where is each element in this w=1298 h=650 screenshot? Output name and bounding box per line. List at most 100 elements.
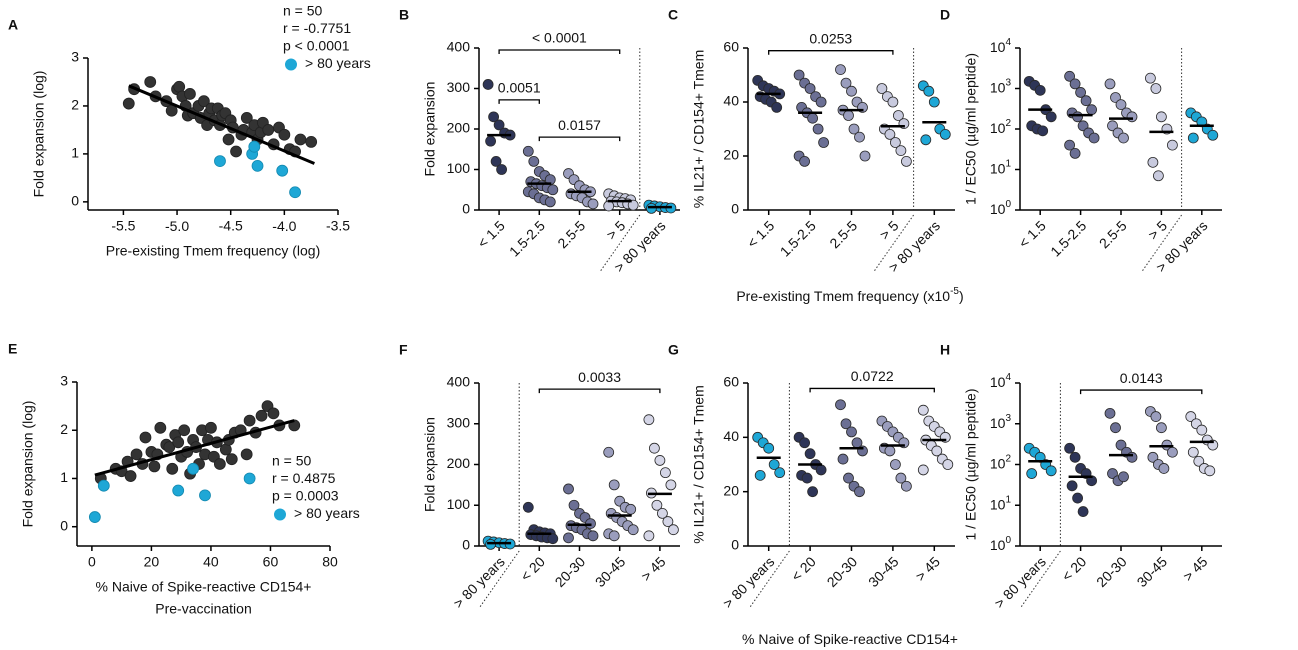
point bbox=[942, 459, 954, 470]
point bbox=[97, 479, 110, 492]
y-tick-label: 103 bbox=[990, 412, 1012, 430]
x-tick-label: 1.5-2.5 bbox=[506, 217, 548, 259]
y-tick-label: 0 bbox=[60, 517, 68, 533]
y-axis-label: Fold expansion bbox=[422, 417, 438, 512]
point bbox=[1118, 471, 1129, 483]
point bbox=[1126, 111, 1138, 123]
y-tick-label: 40 bbox=[723, 93, 739, 109]
y-tick-label: 0 bbox=[462, 537, 470, 553]
point bbox=[1069, 451, 1081, 463]
x-tick-label: < 20 bbox=[788, 553, 819, 584]
point bbox=[213, 458, 226, 470]
point bbox=[1088, 132, 1100, 144]
point bbox=[840, 77, 852, 89]
point bbox=[763, 442, 775, 454]
y-tick-label: 1 bbox=[71, 145, 79, 161]
x-tick-label: -3.5 bbox=[326, 218, 350, 234]
point bbox=[262, 124, 275, 136]
point bbox=[563, 483, 574, 495]
y-tick-label: 101 bbox=[990, 494, 1012, 512]
y-tick-label: 101 bbox=[990, 158, 1012, 176]
x-tick-label: 0 bbox=[88, 554, 96, 570]
point bbox=[243, 414, 256, 427]
point bbox=[807, 112, 818, 124]
bracket-label: 0.0051 bbox=[498, 80, 541, 96]
fit-line bbox=[94, 419, 295, 477]
y-tick-label: 400 bbox=[447, 39, 471, 55]
point bbox=[799, 437, 810, 449]
annotation: n = 50 bbox=[272, 453, 312, 469]
x-tick-label: 20-30 bbox=[1093, 553, 1130, 590]
point bbox=[1147, 451, 1159, 463]
label-tail: ) bbox=[959, 288, 964, 304]
shared-x-label: % Naive of Spike-reactive CD154+ bbox=[742, 631, 958, 647]
point bbox=[643, 414, 655, 426]
point bbox=[812, 123, 824, 135]
point bbox=[657, 508, 668, 519]
tick-exponent: 2 bbox=[1005, 453, 1011, 464]
point bbox=[496, 164, 508, 175]
tick-base: 10 bbox=[990, 79, 1006, 95]
point bbox=[163, 441, 176, 454]
point bbox=[923, 85, 935, 97]
bracket-label: 0.0157 bbox=[558, 117, 601, 133]
point bbox=[890, 459, 901, 470]
shared-x-label: Pre-existing Tmem frequency (x10-5) bbox=[736, 286, 963, 304]
x-axis-label: % Naive of Spike-reactive CD154+ bbox=[96, 579, 312, 595]
y-tick-label: 102 bbox=[990, 118, 1012, 136]
point bbox=[482, 79, 494, 90]
tick-exponent: 0 bbox=[1005, 535, 1011, 546]
separator bbox=[873, 214, 915, 273]
point bbox=[1069, 78, 1081, 90]
point bbox=[774, 467, 786, 479]
y-tick-label: 104 bbox=[990, 37, 1012, 55]
point bbox=[1075, 87, 1086, 98]
point bbox=[1080, 95, 1092, 107]
x-tick-label: < 1.5 bbox=[474, 217, 508, 251]
separator bbox=[1019, 550, 1061, 609]
bracket bbox=[1079, 389, 1203, 395]
x-tick-label: > 80 years bbox=[720, 553, 778, 611]
y-tick-label: 102 bbox=[990, 453, 1012, 471]
point bbox=[276, 164, 289, 177]
y-axis-label: Fold expansion (log) bbox=[31, 71, 47, 198]
point bbox=[835, 64, 846, 75]
x-tick-label: 1.5-2.5 bbox=[777, 217, 819, 259]
x-tick-label: 1.5-2.5 bbox=[1047, 217, 1089, 259]
point bbox=[627, 524, 639, 536]
point bbox=[651, 499, 663, 511]
point bbox=[890, 137, 901, 148]
point bbox=[522, 501, 534, 513]
annotation: r = 0.4875 bbox=[272, 470, 336, 486]
y-axis-label: % IL21+ / CD154+ Tmem bbox=[691, 50, 707, 208]
legend-label: > 80 years bbox=[305, 55, 371, 71]
point bbox=[843, 472, 854, 484]
y-tick-label: 2 bbox=[71, 97, 79, 113]
point bbox=[848, 123, 860, 135]
point bbox=[1150, 83, 1162, 94]
point bbox=[490, 155, 502, 167]
x-tick-label: 20-30 bbox=[552, 553, 589, 590]
x-tick-label: 60 bbox=[263, 554, 279, 570]
x-tick-label: 2.5-5 bbox=[1096, 217, 1130, 251]
point bbox=[1037, 125, 1049, 137]
x-tick-label: 40 bbox=[203, 554, 219, 570]
point bbox=[815, 96, 827, 108]
point bbox=[144, 76, 157, 88]
point bbox=[148, 460, 161, 473]
point bbox=[1045, 111, 1057, 123]
y-axis-label: % IL21+ / CD154+ Tmem bbox=[691, 385, 707, 543]
point bbox=[488, 111, 500, 123]
y-tick-label: 3 bbox=[71, 49, 79, 65]
y-tick-label: 103 bbox=[990, 77, 1012, 95]
point bbox=[884, 445, 896, 457]
point bbox=[771, 102, 783, 113]
point bbox=[799, 155, 810, 167]
point bbox=[807, 486, 818, 498]
point bbox=[854, 486, 865, 498]
x-tick-label: < 1.5 bbox=[744, 217, 778, 251]
point bbox=[1064, 139, 1075, 151]
tick-exponent: 2 bbox=[1005, 118, 1011, 129]
x-tick-label: < 1.5 bbox=[1015, 217, 1049, 251]
point bbox=[88, 511, 101, 523]
